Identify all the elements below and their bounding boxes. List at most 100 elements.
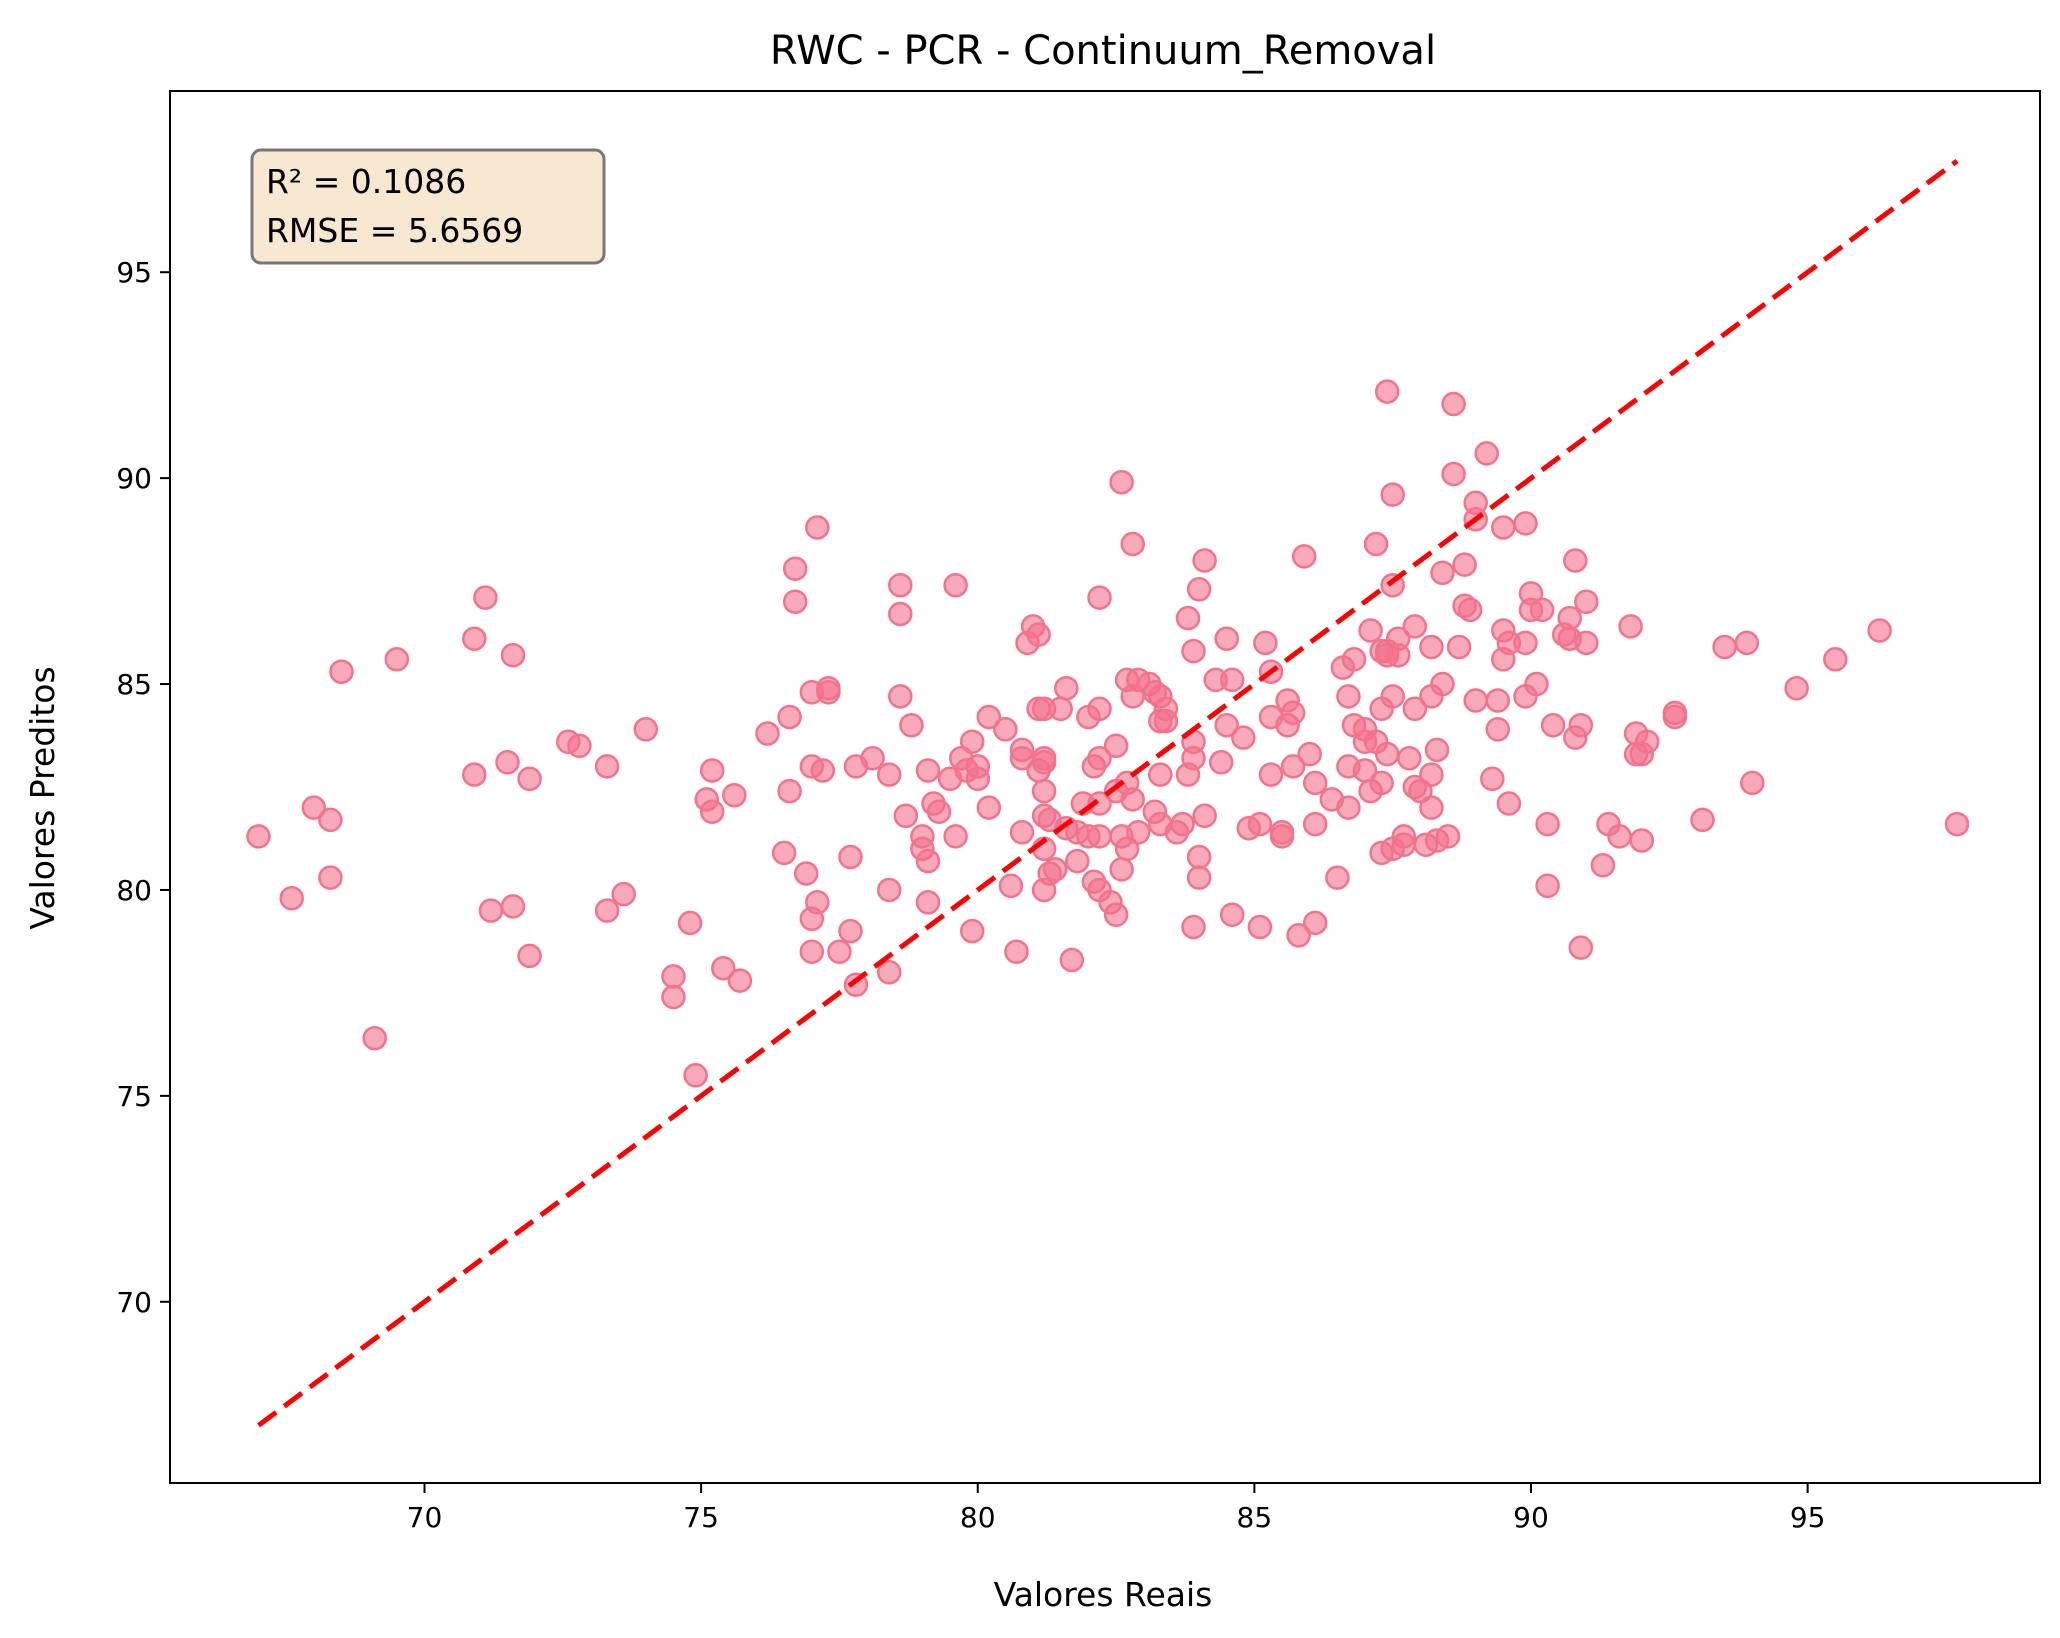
stats-box: R² = 0.1086 RMSE = 5.6569 xyxy=(250,148,606,265)
data-point xyxy=(1219,902,1245,927)
data-point xyxy=(1712,634,1737,660)
data-point xyxy=(1286,923,1311,948)
data-point xyxy=(1280,754,1306,779)
data-point xyxy=(1109,469,1134,495)
data-point xyxy=(1634,729,1660,754)
data-point xyxy=(998,873,1024,899)
data-point xyxy=(1419,795,1444,820)
data-point xyxy=(384,647,410,672)
data-point xyxy=(462,762,487,787)
data-point xyxy=(1302,811,1328,837)
data-point xyxy=(1867,618,1892,643)
stats-box-background xyxy=(250,148,606,265)
data-point xyxy=(1253,630,1278,656)
data-point xyxy=(1590,852,1616,878)
data-point xyxy=(1385,642,1411,668)
data-point xyxy=(1087,585,1112,610)
data-point xyxy=(1574,630,1599,656)
data-point xyxy=(1192,548,1217,573)
data-point xyxy=(888,601,913,627)
data-point xyxy=(1397,745,1422,771)
data-point xyxy=(594,754,620,779)
data-point xyxy=(1380,684,1405,709)
data-point xyxy=(1944,811,1970,837)
data-point xyxy=(1358,618,1383,643)
data-point xyxy=(1391,832,1417,857)
data-point xyxy=(1302,910,1328,936)
data-point xyxy=(1208,750,1234,775)
data-point xyxy=(915,848,941,874)
rmse-label: RMSE = 5.6569 xyxy=(266,211,523,250)
data-point xyxy=(1513,511,1538,536)
data-point xyxy=(1192,803,1217,829)
data-point xyxy=(771,840,797,866)
data-point xyxy=(799,939,825,964)
data-point xyxy=(246,824,271,849)
data-point xyxy=(1048,696,1073,722)
x-tick-label: 85 xyxy=(1237,1501,1273,1534)
data-point xyxy=(1823,647,1848,672)
data-point xyxy=(1087,824,1112,849)
data-point xyxy=(876,877,902,903)
data-point xyxy=(1291,544,1317,569)
data-point xyxy=(1463,688,1488,713)
data-point xyxy=(711,955,736,981)
data-point xyxy=(976,704,1002,730)
data-point xyxy=(888,572,913,598)
data-point xyxy=(893,803,919,829)
data-point xyxy=(1302,770,1328,796)
data-point xyxy=(915,758,941,783)
data-point xyxy=(1402,614,1428,639)
data-point xyxy=(805,890,830,915)
data-point xyxy=(1087,791,1112,816)
data-point xyxy=(1524,671,1549,697)
chart-title: RWC - PCR - Continuum_Removal xyxy=(770,28,1436,74)
data-point xyxy=(1153,708,1179,734)
data-point xyxy=(473,585,498,610)
data-point xyxy=(1535,811,1560,837)
data-point xyxy=(1419,762,1444,787)
data-point xyxy=(1054,675,1079,701)
data-point xyxy=(1441,461,1466,487)
data-point xyxy=(1247,811,1273,837)
x-axis-label: Valores Reais xyxy=(994,1575,1213,1614)
data-point xyxy=(1009,820,1035,845)
data-point xyxy=(462,626,487,651)
points-layer xyxy=(246,379,1970,1088)
y-tick-label: 95 xyxy=(116,256,152,289)
data-point xyxy=(943,824,968,849)
data-point xyxy=(677,910,703,936)
data-point xyxy=(1186,844,1212,870)
data-point xyxy=(1297,741,1322,767)
data-point xyxy=(1120,531,1145,557)
data-point xyxy=(1181,638,1206,664)
data-point xyxy=(1513,630,1538,656)
data-point xyxy=(1402,696,1428,722)
data-point xyxy=(1574,589,1599,614)
data-point xyxy=(1114,836,1140,862)
data-point xyxy=(1408,778,1433,804)
data-point xyxy=(915,890,941,915)
data-point xyxy=(1474,441,1499,466)
data-point xyxy=(943,572,968,598)
data-point xyxy=(495,750,520,775)
data-point xyxy=(777,704,802,730)
data-point xyxy=(727,968,753,993)
data-point xyxy=(1457,597,1483,623)
data-point xyxy=(1568,712,1594,738)
data-point xyxy=(500,894,526,919)
data-point xyxy=(1181,914,1206,940)
data-point xyxy=(1087,696,1112,722)
data-point xyxy=(699,758,725,783)
data-point xyxy=(965,766,991,792)
data-point xyxy=(567,733,592,759)
data-point xyxy=(993,717,1018,742)
data-point xyxy=(318,865,343,890)
data-point xyxy=(876,762,902,787)
data-point xyxy=(1336,795,1361,820)
data-point xyxy=(838,918,863,944)
y-tick-label: 80 xyxy=(116,874,152,907)
data-point xyxy=(1087,745,1112,771)
data-point xyxy=(301,795,327,820)
data-point xyxy=(860,745,885,771)
